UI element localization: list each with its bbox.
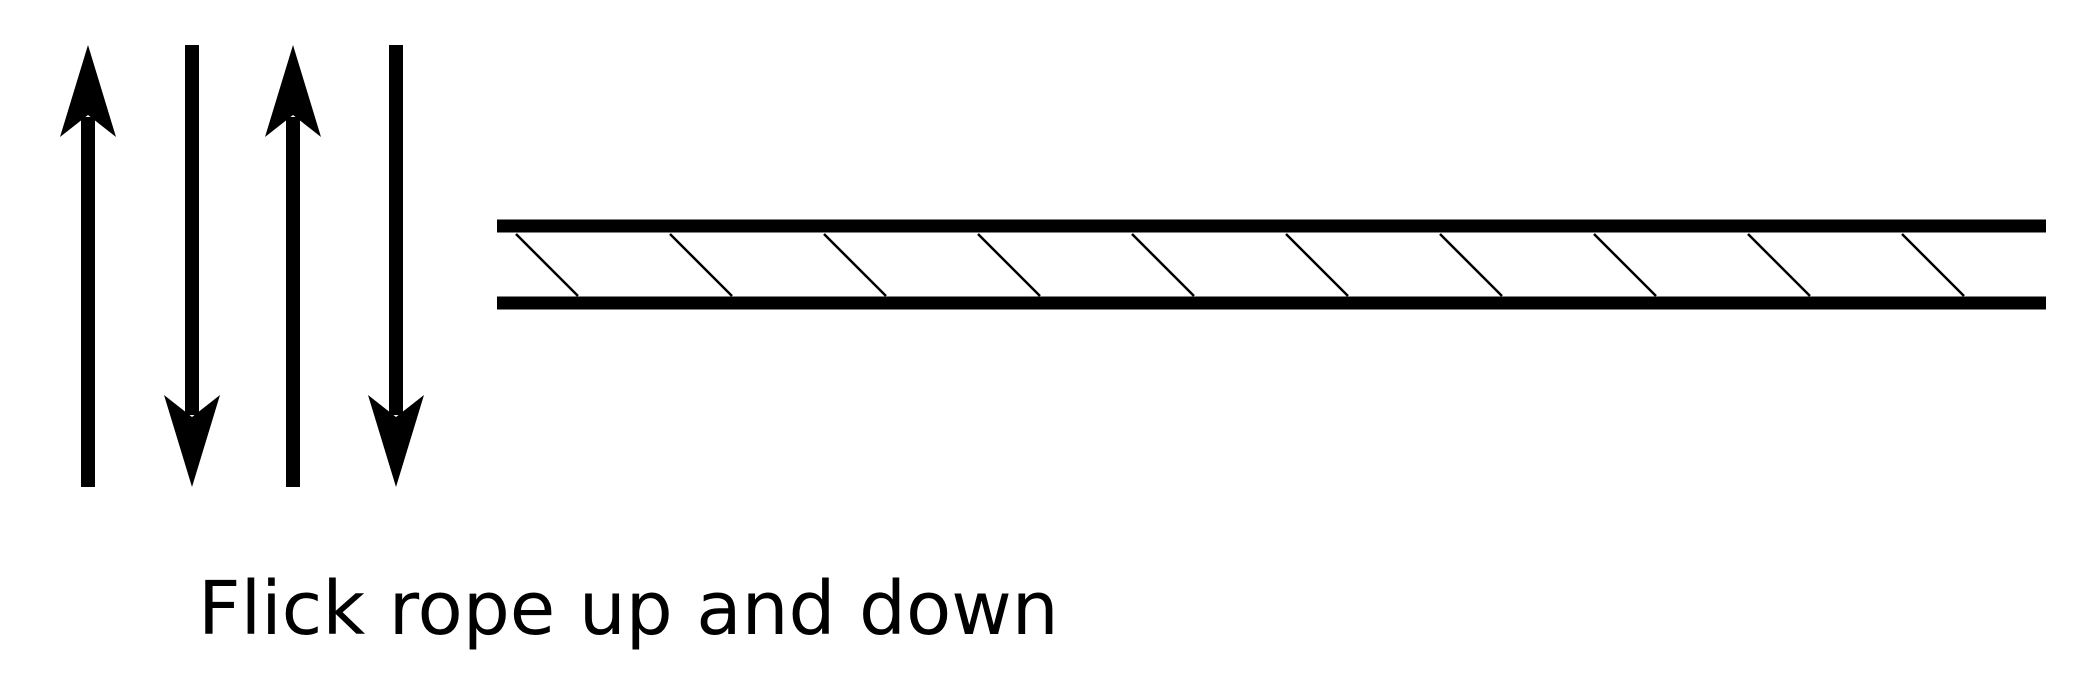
arrow-head	[368, 395, 424, 487]
arrow-head	[164, 395, 220, 487]
caption-text: Flick rope up and down	[198, 566, 1059, 652]
rope-hatch-line	[669, 233, 733, 297]
rope-hatch-line	[515, 233, 579, 297]
rope-hatch-line	[977, 233, 1041, 297]
up-arrow-icon-3	[265, 45, 321, 487]
arrow-head	[265, 45, 321, 137]
rope-hatch-line	[1901, 233, 1965, 297]
motion-arrows	[60, 45, 424, 487]
rope-hatch-line	[1593, 233, 1657, 297]
rope	[497, 219, 2046, 310]
arrow-head	[60, 45, 116, 137]
down-arrow-icon-2	[164, 45, 220, 487]
rope-hatch-line	[823, 233, 887, 297]
rope-hatch-line	[1285, 233, 1349, 297]
rope-hatching	[515, 233, 1965, 297]
rope-hatch-line	[1131, 233, 1195, 297]
down-arrow-icon-4	[368, 45, 424, 487]
rope-hatch-line	[1439, 233, 1503, 297]
rope-hatch-line	[1747, 233, 1811, 297]
up-arrow-icon-1	[60, 45, 116, 487]
